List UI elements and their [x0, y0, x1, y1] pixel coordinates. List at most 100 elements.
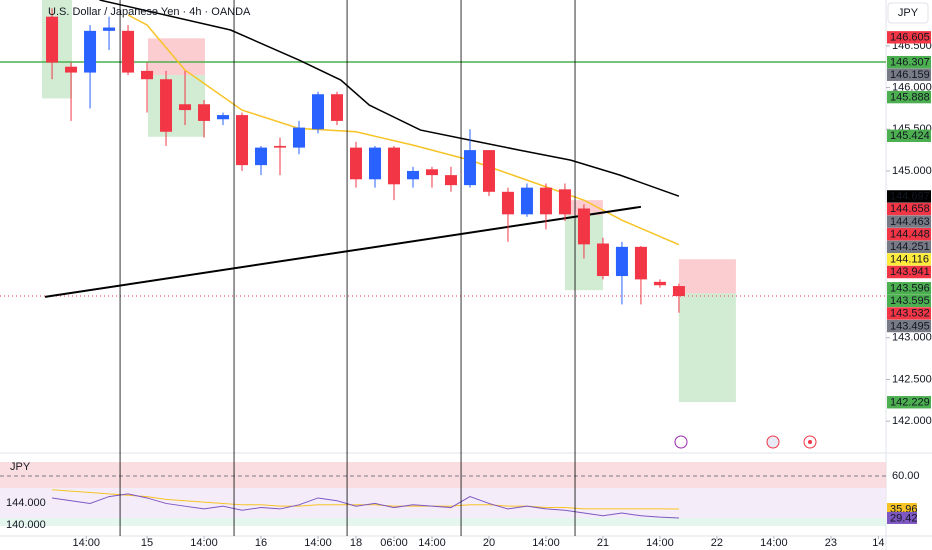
candle-body	[425, 169, 438, 176]
price-label: 144.658	[890, 203, 930, 215]
candle-body	[577, 208, 590, 245]
oscillator-pane	[0, 462, 886, 526]
price-label-box	[887, 68, 931, 81]
x-tick-label: 23	[825, 537, 837, 549]
price-label: 143.596	[890, 282, 930, 294]
candle-body	[293, 127, 306, 148]
price-label-box	[887, 215, 931, 228]
candle-body	[539, 187, 552, 215]
x-tick-label: 14	[872, 537, 884, 549]
candle-body	[103, 27, 116, 31]
y-tick-label: 145.000	[892, 165, 932, 177]
candle-body	[198, 104, 211, 121]
osc-label-box	[887, 511, 917, 524]
candle-body	[236, 115, 249, 166]
candle-body	[84, 30, 97, 73]
price-label: 144.116	[890, 254, 929, 266]
osc-rsi	[51, 493, 679, 519]
price-label-box	[887, 396, 931, 409]
candle-body	[312, 94, 325, 130]
x-tick-label: 14:00	[190, 537, 218, 549]
x-tick-label: 14:00	[532, 537, 560, 549]
candle-body	[406, 170, 419, 180]
candle-body	[653, 281, 666, 286]
osc-left-label: 140.000	[6, 519, 46, 531]
osc-left-label: 144.000	[6, 497, 46, 509]
candle-body	[387, 147, 400, 185]
x-tick-label: 14:00	[72, 537, 100, 549]
candle-body	[141, 70, 154, 80]
price-label: 143.595	[890, 295, 930, 307]
price-label-box	[887, 265, 931, 279]
price-label-box	[887, 190, 931, 203]
candle-body	[160, 79, 173, 132]
candle-body	[634, 246, 647, 280]
price-label: 145.424	[890, 130, 930, 142]
x-tick-label: 16	[255, 537, 267, 549]
moving-average	[99, 0, 680, 197]
y-tick-label: 143.000	[892, 332, 932, 344]
price-label: 142.229	[890, 396, 930, 408]
candle-body	[672, 286, 685, 297]
axes: 146.500146.000145.500145.000143.000142.5…	[72, 31, 932, 549]
currency-button-frame[interactable]	[887, 2, 929, 24]
y-tick-label: 142.000	[892, 415, 932, 427]
price-label: 143.495	[890, 320, 930, 332]
x-tick-label: 21	[597, 537, 609, 549]
candle-body	[274, 145, 287, 148]
x-tick-label: 20	[483, 537, 495, 549]
x-tick-label: 18	[350, 537, 362, 549]
candle-body	[122, 30, 135, 73]
price-label-box	[887, 294, 931, 308]
osc-title: JPY	[10, 461, 31, 473]
event-icon[interactable]	[674, 435, 688, 449]
candle-body	[46, 16, 59, 63]
x-tick-label: 14:00	[304, 537, 332, 549]
price-label-box	[887, 55, 931, 69]
candle-body	[255, 147, 268, 166]
candle-body	[349, 147, 362, 180]
price-label-box	[887, 31, 931, 44]
event-icon[interactable]	[803, 435, 817, 449]
candle-body	[217, 115, 230, 120]
price-label-box	[887, 282, 931, 295]
event-icon-dot	[808, 440, 812, 444]
price-label-box	[887, 307, 931, 320]
price-label: 145.888	[890, 91, 930, 103]
zone	[0, 462, 886, 488]
price-label-box	[887, 319, 931, 333]
candle-body	[615, 246, 628, 277]
candle-body	[368, 147, 381, 180]
candle-body	[501, 191, 514, 215]
currency-button[interactable]: JPY	[898, 7, 919, 19]
x-tick-label: 06:00	[380, 537, 408, 549]
x-tick-label: 14:00	[760, 537, 788, 549]
moving-average	[127, 14, 680, 246]
osc-label: 29.42	[890, 512, 918, 524]
position-risk	[678, 259, 736, 294]
position-reward	[147, 75, 205, 137]
price-label-box	[887, 202, 931, 216]
x-tick-label: 14:00	[418, 537, 446, 549]
candle-body	[520, 187, 533, 215]
price-label-box	[887, 253, 931, 266]
candle-body	[463, 150, 476, 186]
y-tick-label: 142.500	[892, 373, 932, 385]
zone	[0, 518, 886, 526]
candle-body	[179, 104, 192, 111]
trendline	[44, 205, 642, 298]
zone	[0, 488, 886, 518]
candle-body	[596, 243, 609, 277]
price-label-box	[887, 240, 931, 254]
position-reward	[678, 293, 736, 403]
event-icon[interactable]	[766, 435, 780, 449]
price-label-box	[887, 228, 931, 241]
candle-body	[330, 94, 343, 121]
main-pane	[0, 0, 886, 403]
candle-body	[558, 189, 571, 215]
price-label: 143.941	[890, 266, 930, 278]
candle-body	[482, 150, 495, 192]
x-tick-label: 15	[141, 537, 153, 549]
